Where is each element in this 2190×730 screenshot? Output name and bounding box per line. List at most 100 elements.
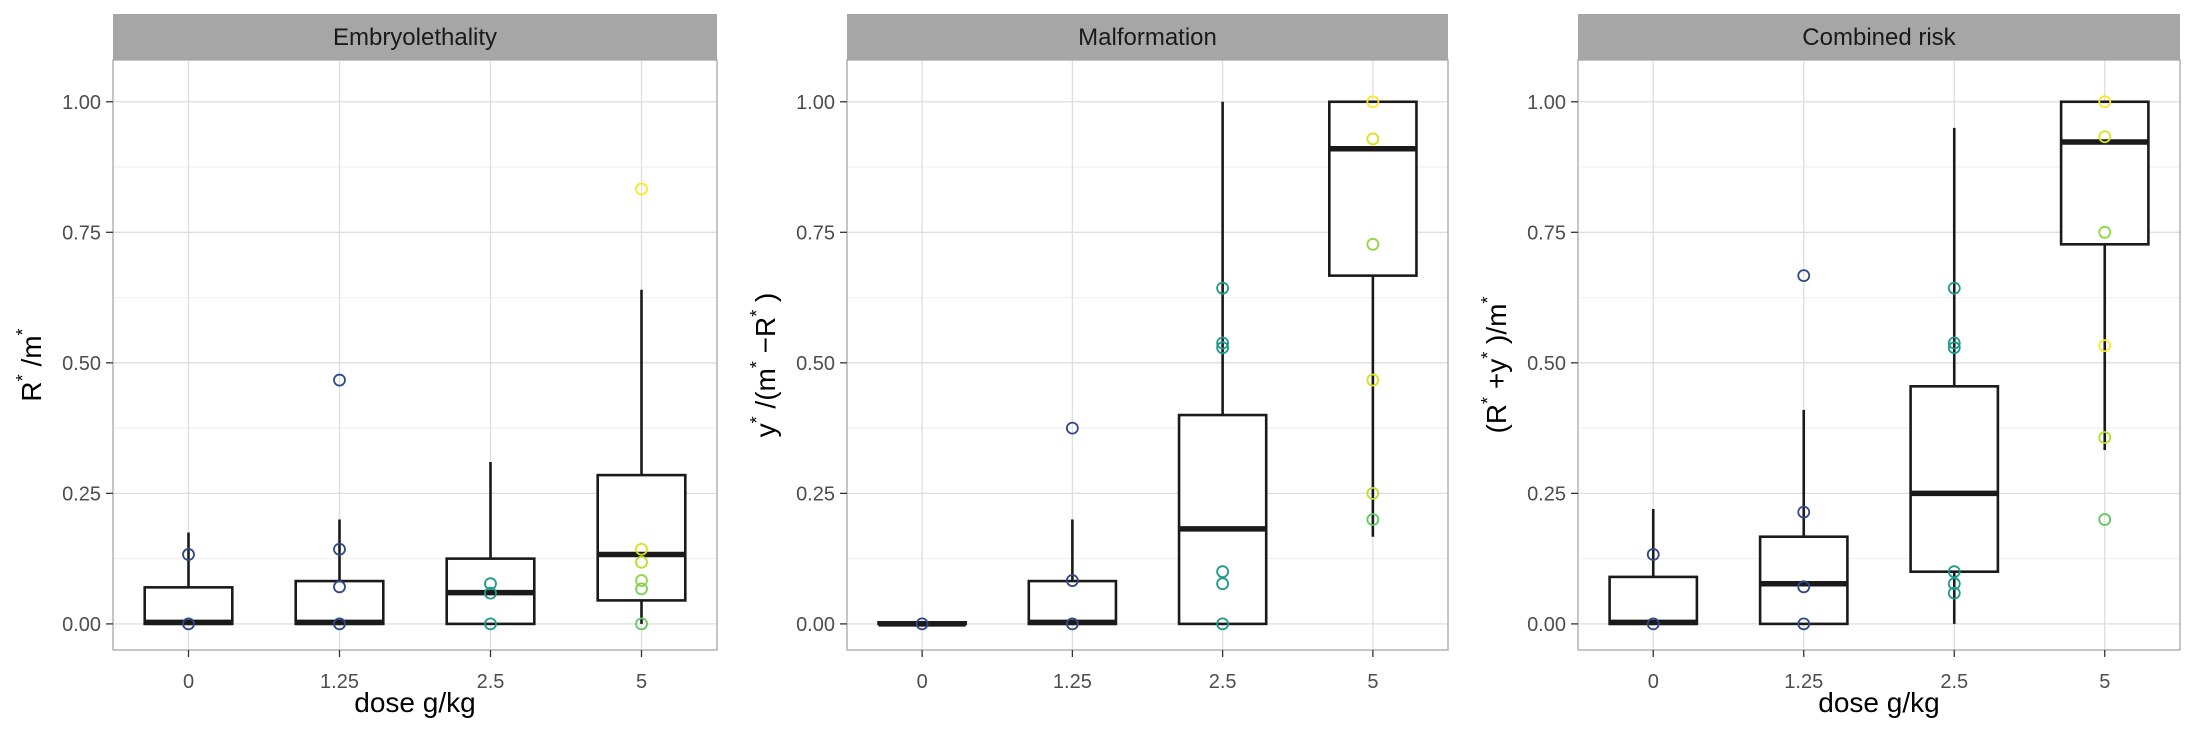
box-1.25 (1758, 409, 1849, 626)
data-point (1646, 617, 1660, 631)
box-5 (596, 289, 687, 624)
x-axis-title: dose g/kg (354, 687, 475, 718)
box-0 (143, 532, 234, 626)
data-point (333, 542, 346, 556)
y-axis-title: y* /(m* −R* ) (747, 293, 781, 438)
data-point (1646, 548, 1660, 561)
box-iqr (1909, 385, 2000, 573)
box-iqr (1027, 579, 1118, 626)
y-axis-title-superscript: * (747, 361, 767, 368)
data-point (635, 574, 648, 587)
y-axis-title-part: (R (1481, 404, 1512, 434)
facet-panel-3: Combined risk 0.00 0.25 0.50 0.75 1.00 0 1.25 2.… (1478, 14, 2181, 718)
box-iqr (596, 473, 687, 602)
data-point (333, 617, 346, 631)
data-point (1065, 617, 1079, 631)
data-point (1797, 580, 1811, 594)
y-axis-title-part: y (750, 423, 781, 437)
x-tick-label: 5 (636, 671, 647, 693)
data-point (635, 542, 648, 556)
facet-title: Embryolethality (333, 24, 497, 51)
data-point (1947, 565, 1961, 579)
data-point (2098, 339, 2112, 353)
data-point (2098, 513, 2112, 526)
data-point (1366, 513, 1380, 526)
data-point (333, 580, 346, 594)
y-tick-label: 0.00 (1527, 614, 1566, 636)
x-tick-label: 0 (183, 671, 194, 693)
box-0 (1608, 509, 1699, 626)
data-point (2098, 225, 2112, 239)
data-point (1065, 421, 1079, 435)
data-point (1947, 336, 1961, 350)
y-tick-label: 0.75 (796, 222, 835, 244)
data-point (1797, 617, 1811, 631)
data-point (484, 577, 497, 591)
box-iqr (1177, 413, 1268, 626)
facet-panel-2: Malformation 0.00 0.25 0.50 0.75 1.00 0 1.25 2.5… (747, 14, 1449, 693)
x-tick-label: 5 (2099, 671, 2110, 693)
facet-panel-1: Embryolethality 0.00 0.25 0.50 0.75 1.00 0 1.25… (13, 14, 718, 718)
data-point (182, 617, 195, 631)
y-tick-label: 0.25 (62, 483, 101, 505)
x-axis-title: dose g/kg (1818, 687, 1939, 718)
y-tick-label: 0.25 (1527, 483, 1566, 505)
data-point (2098, 95, 2112, 109)
data-point (635, 617, 648, 631)
y-tick-label: 0.50 (62, 353, 101, 375)
y-tick-label: 0.75 (1527, 222, 1566, 244)
x-tick-label: 0 (1648, 671, 1659, 693)
y-axis-title-part: /(m (750, 368, 781, 416)
y-tick-label: 0.50 (796, 353, 835, 375)
data-point (1366, 95, 1380, 109)
facet-title: Combined risk (1802, 24, 1956, 51)
data-point (1947, 281, 1961, 295)
facet-title: Malformation (1078, 24, 1217, 51)
data-point (1216, 617, 1230, 631)
y-axis-title-superscript: * (13, 328, 33, 335)
y-axis-title-superscript: * (13, 374, 33, 381)
y-axis-title-part: )/m (1481, 304, 1512, 352)
box-1.25 (1027, 519, 1118, 626)
data-point (1065, 574, 1079, 587)
y-tick-label: 1.00 (62, 92, 101, 114)
data-point (1216, 336, 1230, 350)
data-point (1216, 341, 1230, 355)
box-0 (877, 621, 967, 627)
y-tick-label: 0.75 (62, 222, 101, 244)
y-axis-title-superscript: * (1478, 352, 1498, 359)
y-tick-label: 1.00 (796, 92, 835, 114)
data-point (635, 582, 648, 596)
box-iqr (294, 579, 385, 626)
y-tick-label: 0.00 (62, 614, 101, 636)
data-point (1366, 237, 1380, 251)
x-tick-label: 1.25 (1053, 671, 1092, 693)
y-axis-title-superscript: * (1478, 397, 1498, 404)
data-point (1216, 565, 1230, 579)
box-iqr (2059, 100, 2150, 246)
y-axis-title-part: /m (16, 335, 47, 374)
data-point (1797, 505, 1811, 519)
y-tick-label: 0.50 (1527, 353, 1566, 375)
data-point (1216, 577, 1230, 591)
data-point (1947, 577, 1961, 591)
data-point (1797, 269, 1811, 283)
y-axis-title: R* /m* (13, 328, 47, 401)
x-tick-label: 1.25 (1784, 671, 1823, 693)
box-iqr (1608, 575, 1699, 626)
y-axis-title-superscript: * (747, 416, 767, 423)
data-point (635, 555, 648, 569)
data-point (484, 617, 497, 631)
data-point (182, 548, 195, 561)
y-tick-label: 0.00 (796, 614, 835, 636)
data-point (1947, 341, 1961, 355)
box-1.25 (294, 519, 385, 626)
data-point (2098, 431, 2112, 444)
x-tick-label: 0 (917, 671, 928, 693)
y-tick-label: 1.00 (1527, 92, 1566, 114)
box-iqr (1758, 535, 1849, 626)
data-point (1947, 586, 1961, 600)
y-axis-title-superscript: * (747, 310, 767, 317)
data-point (1366, 373, 1380, 387)
